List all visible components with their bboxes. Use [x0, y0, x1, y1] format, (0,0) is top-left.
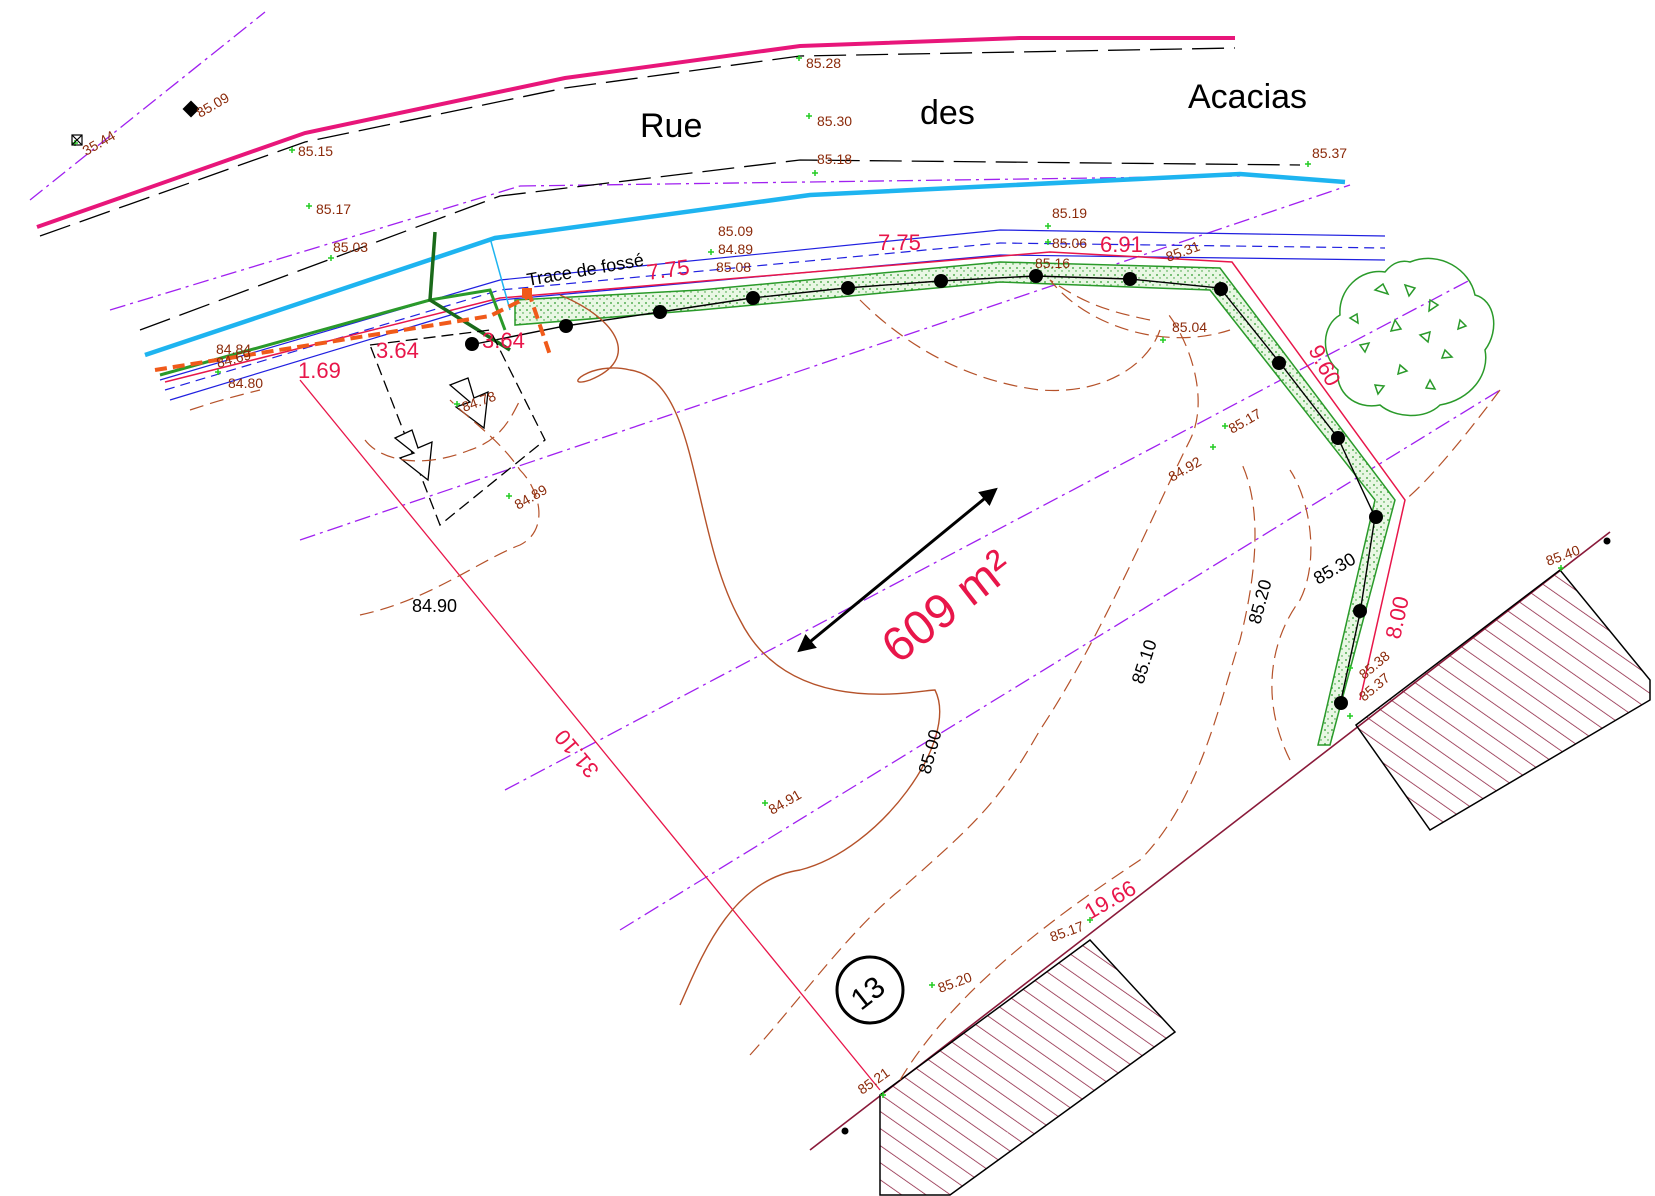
svg-text:35.44: 35.44: [80, 127, 119, 158]
axis-lines: [29, 11, 1501, 931]
corner-point-2: [1603, 537, 1611, 545]
arrow-indicators: [393, 377, 489, 482]
svg-text:84.90: 84.90: [412, 596, 457, 616]
svg-text:85.16: 85.16: [1035, 255, 1070, 271]
fence-line: [469, 275, 1376, 706]
ditch-line: [144, 171, 1346, 358]
svg-text:85.18: 85.18: [817, 151, 852, 167]
svg-text:85.40: 85.40: [1544, 542, 1583, 569]
svg-text:85.37: 85.37: [1312, 145, 1347, 161]
boundary-31-10: [299, 379, 881, 1091]
contour-lines-dashed: [189, 279, 1501, 1081]
svg-text:85.30: 85.30: [1310, 549, 1359, 589]
road-edge-top: [36, 36, 1235, 229]
neighbour-building-2: [1354, 568, 1651, 831]
svg-text:84.89: 84.89: [718, 241, 753, 257]
road-name-rue: Rue: [640, 107, 702, 145]
ditch-note: Trace de fossé: [525, 250, 645, 290]
fence-posts: [465, 269, 1383, 710]
svg-text:6.91: 6.91: [1100, 232, 1143, 257]
svg-text:84.92: 84.92: [1166, 453, 1205, 484]
svg-text:85.06: 85.06: [1052, 235, 1087, 251]
svg-text:85.30: 85.30: [817, 113, 852, 129]
ditch-outlet: [489, 237, 511, 311]
svg-text:85.10: 85.10: [1128, 637, 1161, 686]
svg-text:85.03: 85.03: [333, 239, 368, 255]
svg-text:8.00: 8.00: [1380, 594, 1413, 641]
svg-text:3.64: 3.64: [376, 338, 419, 363]
svg-text:85.28: 85.28: [806, 55, 841, 71]
neighbour-building-1: [879, 938, 1177, 1196]
svg-text:84.84: 84.84: [216, 341, 251, 357]
svg-text:85.09: 85.09: [194, 89, 233, 120]
contour-lines: [559, 294, 941, 1006]
road-dashed-top: [39, 47, 1236, 237]
road-name-des: des: [920, 94, 975, 132]
svg-text:19.66: 19.66: [1080, 875, 1140, 924]
access-path: [428, 231, 511, 352]
survey-marker: [71, 134, 83, 146]
svg-text:85.20: 85.20: [936, 969, 975, 996]
svg-text:3.64: 3.64: [482, 328, 525, 353]
blue-lines: [159, 229, 1386, 401]
corner-point: [841, 1127, 849, 1135]
svg-text:84.91: 84.91: [766, 786, 805, 817]
svg-text:85.09: 85.09: [718, 223, 753, 239]
svg-text:31.10: 31.10: [549, 725, 604, 783]
svg-text:85.19: 85.19: [1052, 205, 1087, 221]
spot-markers: [72, 55, 1564, 1098]
svg-text:85.17: 85.17: [1226, 405, 1265, 436]
svg-text:85.00: 85.00: [915, 727, 946, 776]
svg-text:85.08: 85.08: [716, 259, 751, 275]
hedge-strip: [514, 261, 1396, 746]
svg-text:7.75: 7.75: [645, 254, 691, 285]
svg-text:85.20: 85.20: [1245, 577, 1276, 626]
svg-text:84.80: 84.80: [228, 375, 263, 391]
svg-text:7.75: 7.75: [878, 230, 921, 255]
ditch-trace: [159, 288, 507, 377]
area-label: 609 m²: [872, 540, 1022, 674]
manhole-marker: [182, 100, 200, 118]
tree-symbol: [1324, 257, 1495, 417]
area-arrow: [797, 487, 998, 653]
access-marker: [522, 288, 532, 298]
lot-number-badge: 13: [835, 955, 905, 1025]
svg-text:85.17: 85.17: [316, 201, 351, 217]
svg-text:1.69: 1.69: [298, 358, 341, 383]
property-boundary: [164, 251, 1406, 701]
svg-text:85.15: 85.15: [298, 143, 333, 159]
svg-text:85.04: 85.04: [1172, 319, 1207, 335]
svg-text:84.89: 84.89: [512, 481, 551, 512]
access-outline: [154, 293, 552, 372]
road-name-acacias: Acacias: [1188, 78, 1307, 116]
road-dashed-mid: [139, 159, 1301, 331]
